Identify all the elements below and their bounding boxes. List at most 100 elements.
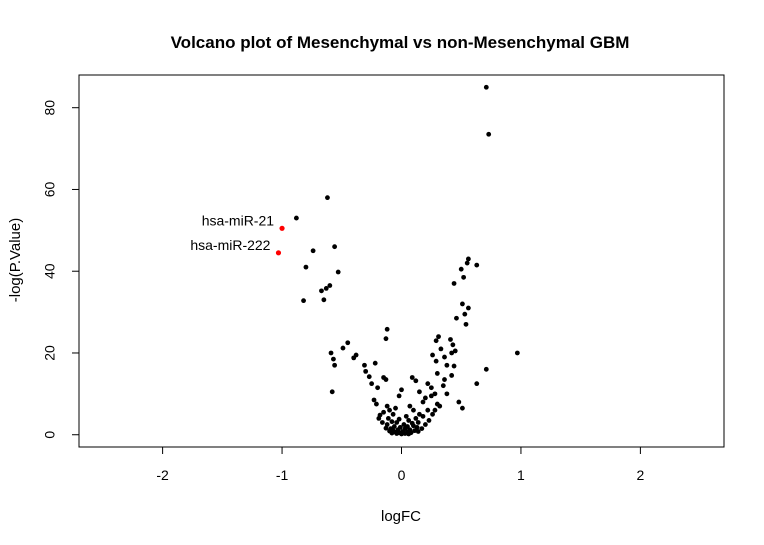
data-point <box>456 399 462 405</box>
data-point <box>319 288 324 294</box>
chart-title: Volcano plot of Mesenchymal vs non-Mesen… <box>171 33 630 52</box>
data-point <box>325 195 330 201</box>
data-point <box>425 407 431 413</box>
data-point <box>514 350 520 356</box>
data-point <box>444 362 450 368</box>
data-point <box>440 383 446 389</box>
data-point <box>420 399 426 405</box>
data-point <box>451 281 457 286</box>
data-point <box>433 358 439 364</box>
data-point <box>335 269 341 275</box>
data-point <box>415 420 421 425</box>
data-point <box>391 424 397 429</box>
data-point <box>375 385 381 391</box>
data-point <box>332 244 338 250</box>
data-point <box>340 345 346 351</box>
data-points <box>293 84 520 437</box>
data-point <box>438 346 444 352</box>
data-point <box>433 338 439 344</box>
data-point <box>442 354 447 360</box>
point-annotation: hsa-miR-222 <box>190 237 270 253</box>
data-point <box>465 305 471 311</box>
data-point <box>419 426 425 432</box>
data-point <box>381 409 386 415</box>
data-point <box>406 418 412 423</box>
data-point <box>390 411 396 417</box>
data-point <box>449 350 455 356</box>
data-point <box>425 381 431 387</box>
y-tick-label: 40 <box>42 263 58 279</box>
data-point <box>345 340 351 346</box>
highlighted-point <box>275 250 282 256</box>
data-point <box>460 405 465 411</box>
highlighted-point <box>279 225 285 231</box>
data-point <box>387 407 392 413</box>
data-point <box>387 428 392 434</box>
x-tick-label: 1 <box>517 467 525 483</box>
data-point <box>474 262 480 268</box>
data-point <box>432 407 438 413</box>
data-point <box>376 415 382 421</box>
y-axis: 0 20 40 60 80 <box>42 100 80 439</box>
data-point <box>331 356 336 362</box>
data-point <box>417 411 422 417</box>
data-point <box>415 429 421 434</box>
data-point <box>406 431 412 437</box>
data-point <box>385 415 391 421</box>
data-point <box>369 381 375 387</box>
data-point <box>432 391 438 397</box>
data-point <box>409 375 415 380</box>
data-point <box>321 297 327 303</box>
data-point <box>411 407 416 413</box>
x-tick-label: -1 <box>276 467 289 483</box>
data-point <box>407 403 413 409</box>
data-point <box>412 428 418 434</box>
data-point <box>399 387 404 393</box>
data-point <box>444 391 450 397</box>
data-point <box>413 378 419 384</box>
data-point <box>384 422 390 427</box>
data-point <box>451 363 457 369</box>
x-axis-label: logFC <box>381 508 421 525</box>
data-point <box>383 336 389 342</box>
data-point <box>396 393 402 399</box>
data-point <box>426 418 432 423</box>
data-point <box>384 403 390 409</box>
data-point <box>394 431 400 436</box>
data-point <box>394 420 400 425</box>
y-tick-label: 0 <box>42 431 58 439</box>
data-point <box>374 401 379 407</box>
data-point <box>303 264 309 270</box>
x-tick-label: -2 <box>156 467 169 483</box>
data-point <box>464 260 470 266</box>
y-tick-label: 80 <box>42 100 58 116</box>
data-point <box>332 362 338 368</box>
data-point <box>422 395 428 401</box>
data-point <box>450 342 456 348</box>
data-point <box>384 326 390 332</box>
data-point <box>323 285 329 291</box>
x-tick-label: 0 <box>398 467 406 483</box>
data-point <box>442 377 447 382</box>
y-axis-label: -log(P.Value) <box>7 218 24 303</box>
data-point <box>420 413 426 419</box>
data-point <box>389 419 395 425</box>
data-point <box>301 298 306 304</box>
data-point <box>483 366 489 372</box>
point-annotation: hsa-miR-21 <box>202 212 275 228</box>
data-point <box>437 403 443 409</box>
data-point <box>402 431 408 436</box>
data-point <box>428 393 434 399</box>
data-point <box>449 373 455 378</box>
data-point <box>448 337 453 342</box>
data-point <box>403 413 409 419</box>
data-point <box>413 415 419 421</box>
highlighted-points: hsa-miR-21 hsa-miR-222 <box>190 212 285 256</box>
x-axis: -2 -1 0 1 2 <box>156 446 644 483</box>
data-point <box>379 420 385 425</box>
data-point <box>474 381 480 387</box>
data-point <box>463 321 469 327</box>
data-point <box>430 411 435 417</box>
data-point <box>383 425 389 431</box>
